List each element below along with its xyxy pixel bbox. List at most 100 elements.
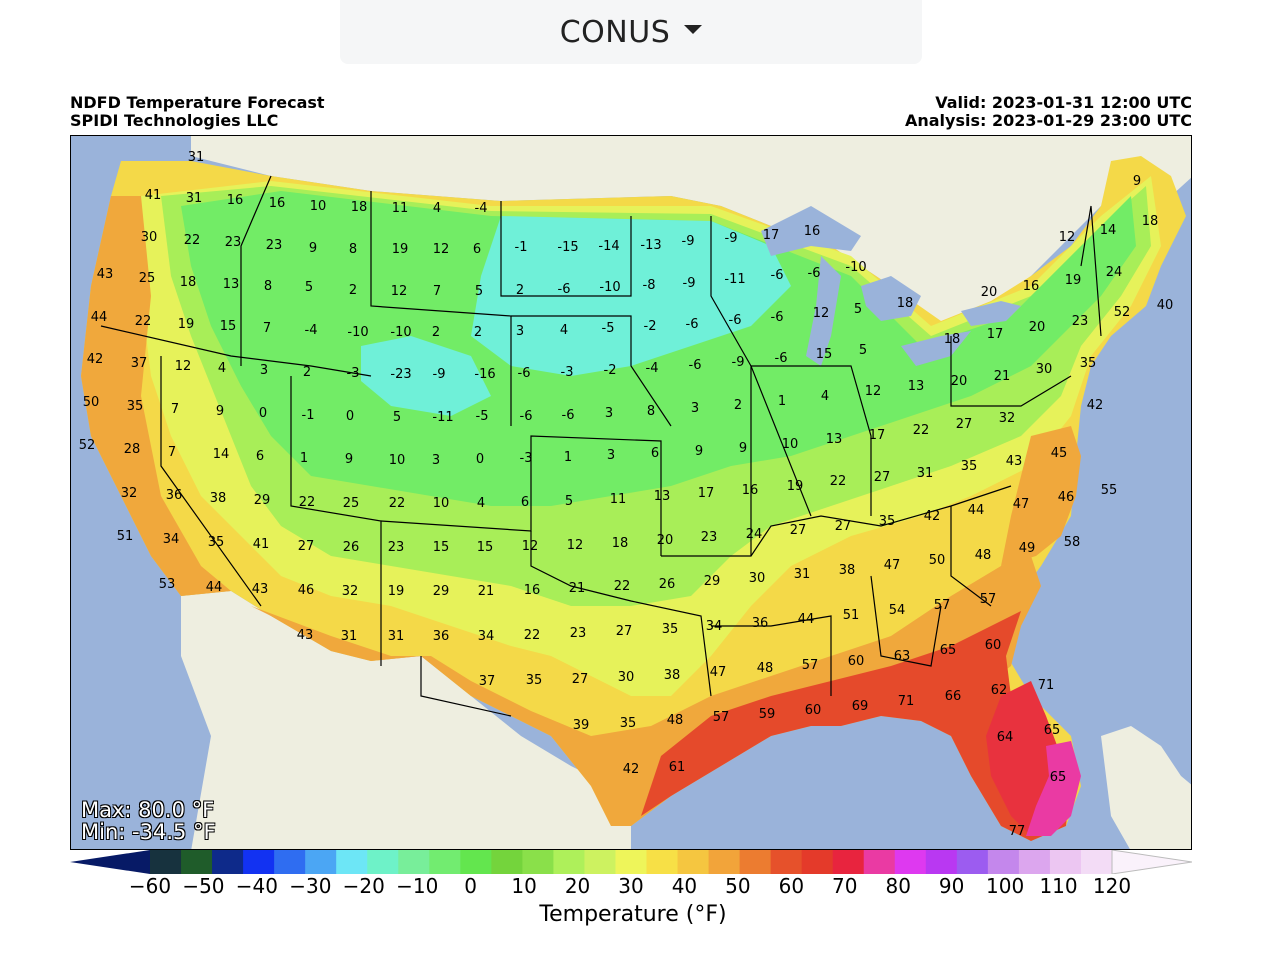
- colorbar-segment: [398, 850, 430, 874]
- grid-value-label: 4: [218, 361, 226, 376]
- map-title: NDFD Temperature Forecast: [70, 93, 325, 112]
- grid-value-label: -9: [682, 234, 695, 249]
- grid-value-label: 7: [433, 284, 441, 299]
- grid-value-label: -11: [724, 272, 745, 287]
- grid-value-label: 3: [605, 406, 613, 421]
- colorbar-segment: [925, 850, 958, 874]
- grid-value-label: 53: [159, 577, 176, 592]
- grid-value-label: 60: [848, 654, 865, 669]
- grid-value-label: -6: [771, 310, 784, 325]
- grid-value-label: 19: [787, 479, 804, 494]
- temperature-map[interactable]: 31 41 31 16 16 10 18 11 4 -4 30 22 23 23 9 8 19 12 6 -1 -15-…: [70, 135, 1192, 850]
- grid-value-label: 17: [698, 486, 715, 501]
- grid-value-label: 29: [433, 584, 450, 599]
- colorbar-ticks: −60 −50 −40 −30 −20 −10 0 10 20 30 40 50 60 70 80 90 100…: [0, 874, 1266, 898]
- grid-value-label: 31: [188, 150, 205, 165]
- grid-value-label: -15: [557, 240, 578, 255]
- colorbar-segment: [956, 850, 989, 874]
- grid-value-label: 65: [1044, 723, 1061, 738]
- grid-value-label: 42: [623, 762, 640, 777]
- grid-value-label: 1: [564, 450, 572, 465]
- grid-value-label: 30: [141, 230, 158, 245]
- colorbar-segment: [460, 850, 492, 874]
- grid-value-label: 16: [1023, 279, 1040, 294]
- map-source: SPIDI Technologies LLC: [70, 111, 279, 130]
- colorbar-tick-label: 50: [725, 874, 751, 898]
- colorbar-segment: [274, 850, 306, 874]
- grid-value-label: 64: [997, 730, 1014, 745]
- grid-value-label: 42: [1087, 398, 1104, 413]
- grid-value-label: 6: [256, 449, 264, 464]
- colorbar-extend-min: [70, 850, 150, 874]
- grid-value-label: 71: [1038, 678, 1055, 693]
- grid-value-label: 35: [1080, 356, 1097, 371]
- grid-value-label: 27: [616, 624, 633, 639]
- colorbar-segment: [801, 850, 834, 874]
- grid-value-label: 51: [117, 529, 134, 544]
- colorbar-segment: [584, 850, 617, 874]
- grid-value-label: 44: [798, 612, 815, 627]
- grid-value-label: 20: [1029, 320, 1046, 335]
- grid-value-label: 5: [475, 284, 483, 299]
- grid-value-label: 35: [662, 622, 679, 637]
- grid-value-label: 44: [968, 503, 985, 518]
- grid-value-label: 60: [985, 638, 1002, 653]
- grid-value-label: 48: [975, 548, 992, 563]
- grid-value-label: 5: [305, 280, 313, 295]
- grid-value-label: 5: [565, 494, 573, 509]
- grid-value-label: 12: [433, 242, 450, 257]
- grid-value-label: 4: [433, 201, 441, 216]
- grid-value-label: 20: [657, 533, 674, 548]
- colorbar-tick-label: 0: [464, 874, 478, 898]
- grid-value-label: 12: [1059, 230, 1076, 245]
- colorbar-tick-label: −20: [342, 874, 385, 898]
- grid-value-label: 2: [432, 325, 440, 340]
- grid-value-label: 41: [253, 537, 270, 552]
- state-border-line: [370, 191, 512, 426]
- grid-value-label: -14: [598, 239, 619, 254]
- state-border-line: [290, 376, 382, 666]
- colorbar-segment: [739, 850, 772, 874]
- grid-value-label: 15: [220, 319, 237, 334]
- region-select-dropdown[interactable]: CONUS: [340, 0, 922, 64]
- grid-value-label: 8: [264, 279, 272, 294]
- grid-value-label: 21: [478, 584, 495, 599]
- grid-value-label: -3: [520, 451, 533, 466]
- grid-value-label: -4: [475, 201, 488, 216]
- grid-value-label: 38: [839, 563, 856, 578]
- grid-value-label: 60: [805, 703, 822, 718]
- state-border-line: [530, 531, 712, 697]
- state-border-line: [710, 216, 752, 556]
- grid-value-label: -6: [686, 317, 699, 332]
- grid-value-label: 22: [913, 423, 930, 438]
- colorbar-tick-label: 90: [938, 874, 965, 898]
- colorbar-segment: [677, 850, 710, 874]
- grid-value-label: 66: [945, 689, 962, 704]
- grid-value-label: -13: [640, 238, 661, 253]
- grid-value-label: 18: [944, 332, 961, 347]
- state-border-line: [1080, 205, 1102, 337]
- grid-value-label: 27: [835, 519, 852, 534]
- grid-value-label: 24: [1106, 265, 1123, 280]
- grid-value-label: -6: [771, 268, 784, 283]
- grid-value-label: 9: [345, 452, 353, 467]
- grid-value-label: 57: [713, 710, 730, 725]
- grid-value-label: 9: [695, 444, 703, 459]
- caret-down-icon: [684, 24, 703, 34]
- colorbar-segment: [212, 850, 244, 874]
- grid-value-label: -1: [515, 240, 528, 255]
- colorbar-segment: [770, 850, 803, 874]
- grid-value-label: 31: [341, 629, 358, 644]
- grid-value-label: 52: [79, 438, 96, 453]
- grid-value-label: 26: [343, 540, 360, 555]
- grid-value-label: 16: [804, 224, 821, 239]
- grid-value-label: 22: [299, 495, 316, 510]
- grid-value-label: 9: [739, 441, 747, 456]
- grid-value-label: 18: [351, 200, 368, 215]
- state-border-line: [511, 315, 672, 427]
- grid-value-label: 3: [691, 401, 699, 416]
- state-border-line: [160, 356, 262, 607]
- grid-value-label: 37: [479, 674, 496, 689]
- map-stats-box: Max: 80.0 °F Min: -34.5 °F: [81, 799, 216, 843]
- grid-value-label: 32: [999, 411, 1016, 426]
